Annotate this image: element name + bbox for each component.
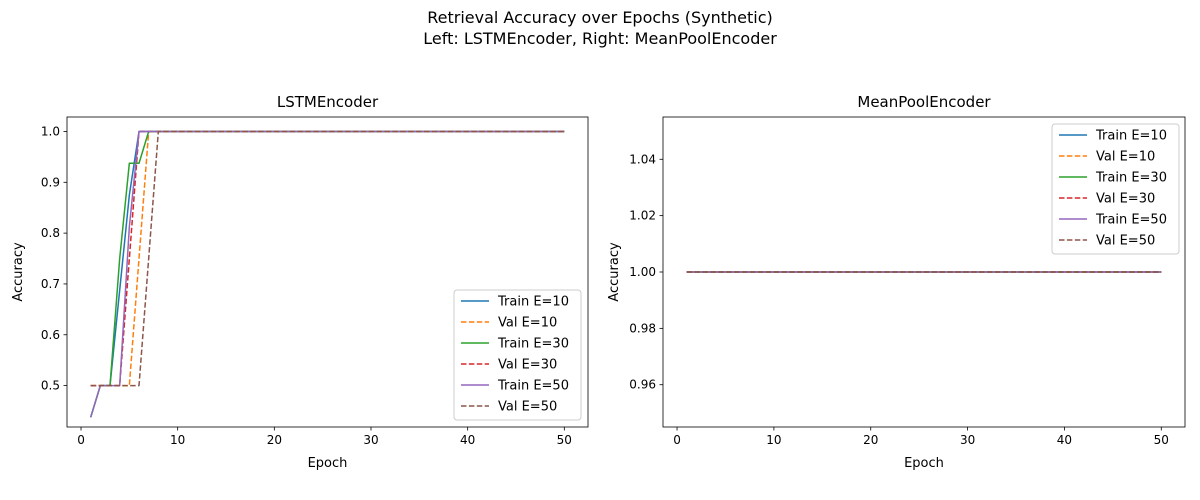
y-tick-label: 1.0 — [41, 124, 60, 138]
legend-label: Train E=10 — [1095, 129, 1167, 144]
legend-label: Val E=50 — [498, 400, 557, 415]
legend-label: Val E=30 — [1096, 192, 1155, 207]
chart-title: LSTMEncoder — [277, 93, 379, 111]
x-tick-label: 0 — [673, 433, 681, 447]
axes-frame — [66, 116, 589, 428]
y-tick-label: 0.8 — [41, 226, 60, 240]
legend: Train E=10 Val E=10 Train E=30 Val E=30 Trai… — [453, 289, 582, 421]
x-tick-label: 10 — [766, 433, 781, 447]
x-axis-label: Epoch — [308, 456, 348, 471]
legend-label: Train E=50 — [497, 379, 569, 394]
legend-label: Train E=30 — [1095, 171, 1167, 186]
x-tick-label: 10 — [170, 433, 185, 447]
x-tick-label: 40 — [1057, 433, 1072, 447]
y-tick-label: 0.5 — [41, 379, 60, 393]
legend-label: Train E=50 — [1095, 213, 1167, 228]
chart-panel-right: MeanPoolEncoder 0 10 20 30 40 50 0.96 0.98 1.00 1.… — [607, 93, 1186, 471]
y-axis-label: Accuracy — [11, 242, 26, 302]
legend-label: Val E=10 — [1096, 150, 1155, 165]
y-tick-label: 0.6 — [41, 328, 60, 342]
x-tick-label: 40 — [460, 433, 475, 447]
legend-label: Train E=30 — [497, 337, 569, 352]
x-tick-label: 50 — [557, 433, 572, 447]
x-tick-label: 0 — [77, 433, 85, 447]
x-tick-label: 30 — [363, 433, 378, 447]
y-tick-label: 0.7 — [41, 277, 60, 291]
chart-title: MeanPoolEncoder — [857, 93, 991, 111]
y-tick-label: 0.98 — [629, 321, 656, 335]
legend-label: Val E=10 — [498, 316, 557, 331]
legend: Train E=10 Val E=10 Train E=30 Val E=30 Trai… — [1051, 123, 1180, 255]
figure-title: Retrieval Accuracy over Epochs (Syntheti… — [427, 8, 773, 27]
x-tick-label: 20 — [267, 433, 282, 447]
x-tick-label: 30 — [960, 433, 975, 447]
y-tick-label: 1.04 — [629, 152, 656, 166]
x-tick-label: 20 — [863, 433, 878, 447]
y-tick-label: 0.9 — [41, 175, 60, 189]
y-axis-label: Accuracy — [607, 242, 622, 302]
figure-subtitle: Left: LSTMEncoder, Right: MeanPoolEncode… — [423, 29, 777, 48]
legend-label: Val E=50 — [1096, 234, 1155, 249]
y-tick-label: 1.02 — [629, 209, 656, 223]
series-group — [89, 130, 565, 418]
x-tick-label: 50 — [1154, 433, 1169, 447]
x-axis-label: Epoch — [904, 456, 944, 471]
y-tick-label: 0.96 — [629, 378, 656, 392]
y-tick-label: 1.00 — [629, 265, 656, 279]
series-line-val-e-50 — [90, 130, 565, 387]
legend-label: Val E=30 — [498, 358, 557, 373]
chart-panel-left: LSTMEncoder 0 10 20 30 40 50 0.5 0.6 0.7 0.8 0.9 1.0… — [11, 93, 589, 471]
legend-label: Train E=10 — [497, 295, 569, 310]
